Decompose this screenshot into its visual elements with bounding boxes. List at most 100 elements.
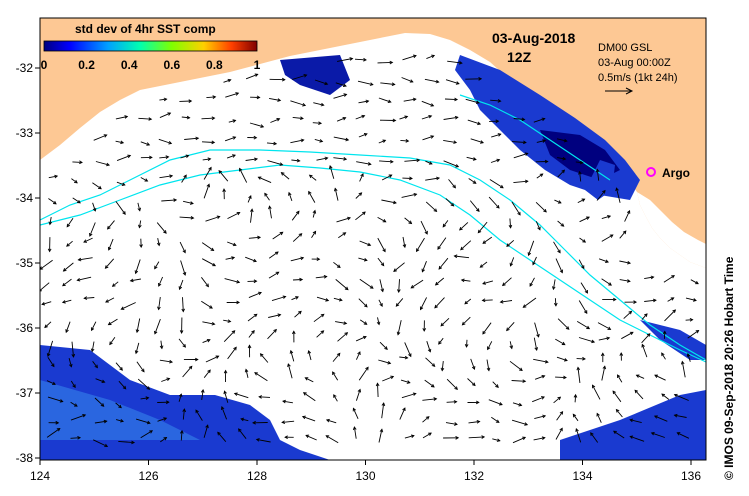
- current-arrow-head: [478, 77, 483, 81]
- current-arrow: [616, 187, 621, 203]
- current-arrow-head: [280, 171, 285, 176]
- current-arrow-head: [482, 240, 487, 244]
- current-arrow-head: [506, 243, 510, 247]
- current-arrow: [223, 330, 236, 343]
- current-arrow-head: [650, 275, 655, 280]
- current-arrow: [245, 256, 257, 262]
- current-arrow-head: [167, 112, 172, 116]
- current-arrow: [575, 428, 582, 443]
- current-arrow: [178, 338, 186, 348]
- current-arrow: [462, 316, 471, 326]
- current-arrow-head: [481, 298, 486, 303]
- current-arrow: [601, 215, 611, 220]
- current-arrow: [181, 116, 190, 119]
- current-arrow: [352, 408, 359, 419]
- current-arrow: [223, 79, 231, 83]
- current-arrow: [491, 133, 501, 138]
- current-arrow-head: [109, 341, 113, 346]
- current-arrow-head: [319, 139, 324, 143]
- current-arrow-head: [287, 363, 291, 368]
- current-arrow-head: [343, 321, 348, 325]
- current-arrow-head: [131, 440, 136, 445]
- current-arrow: [239, 168, 248, 183]
- current-arrow-head: [328, 164, 333, 170]
- current-arrow: [202, 339, 211, 344]
- current-arrow-head: [347, 216, 351, 221]
- current-arrow: [435, 277, 445, 286]
- current-arrow: [601, 234, 614, 242]
- current-arrow: [68, 357, 72, 367]
- current-arrow-head: [536, 333, 540, 338]
- current-arrow: [404, 159, 420, 162]
- current-arrow-head: [583, 310, 588, 314]
- current-arrow: [108, 238, 114, 251]
- current-arrow-head: [557, 200, 562, 204]
- current-arrow-head: [165, 400, 170, 405]
- current-arrow-head: [576, 366, 581, 371]
- current-arrow-head: [367, 242, 372, 247]
- current-arrow: [357, 80, 373, 86]
- current-arrow-head: [305, 434, 310, 438]
- current-arrow-head: [499, 299, 504, 304]
- current-arrow: [580, 282, 588, 294]
- current-arrow: [556, 138, 567, 142]
- current-arrow-head: [231, 330, 236, 334]
- current-arrow-head: [393, 200, 397, 205]
- current-arrow: [355, 192, 362, 199]
- current-arrow: [282, 400, 293, 404]
- current-arrow-head: [419, 306, 424, 311]
- current-arrow-head: [59, 399, 64, 403]
- current-arrow-head: [454, 115, 459, 120]
- current-arrow-head: [307, 349, 312, 354]
- legend-model: DM00 GSL: [598, 42, 652, 54]
- current-arrow-head: [273, 141, 278, 146]
- current-arrow: [598, 258, 609, 263]
- current-arrow-head: [519, 367, 523, 372]
- current-arrow: [377, 61, 393, 64]
- current-arrow-head: [509, 345, 514, 350]
- current-arrow: [115, 201, 126, 215]
- current-arrow: [619, 230, 627, 239]
- current-arrow: [532, 396, 545, 403]
- current-arrow-head: [227, 319, 232, 323]
- current-arrow: [555, 428, 563, 440]
- current-arrow: [201, 300, 213, 309]
- current-arrow: [377, 217, 386, 223]
- current-arrow-head: [551, 286, 556, 291]
- current-arrow: [93, 439, 108, 447]
- current-arrow: [623, 311, 632, 319]
- current-arrow-head: [127, 154, 132, 159]
- current-arrow-head: [195, 136, 200, 141]
- current-arrow: [535, 221, 541, 230]
- current-arrow-head: [120, 306, 125, 310]
- current-arrow: [240, 418, 249, 422]
- current-arrow: [444, 98, 458, 101]
- current-arrow-head: [54, 174, 59, 179]
- current-arrow: [308, 350, 312, 361]
- current-arrow-head: [595, 168, 600, 173]
- current-arrow-head: [209, 305, 213, 309]
- current-arrow: [338, 232, 346, 239]
- current-arrow: [181, 174, 187, 183]
- current-arrow-head: [387, 99, 392, 104]
- current-arrow-head: [612, 297, 617, 302]
- current-arrow-head: [521, 117, 526, 122]
- current-arrow-head: [232, 119, 237, 123]
- current-arrow: [105, 297, 115, 303]
- current-arrow-head: [77, 257, 82, 262]
- current-arrow-head: [101, 379, 106, 384]
- current-arrow: [438, 337, 444, 345]
- current-arrow-head: [181, 308, 186, 313]
- current-arrow: [269, 97, 281, 101]
- current-arrow: [179, 216, 194, 219]
- current-arrow: [577, 198, 585, 204]
- current-arrow: [634, 389, 644, 400]
- current-arrow-head: [671, 275, 676, 279]
- current-arrow: [95, 161, 110, 166]
- current-arrow-head: [264, 192, 268, 197]
- current-arrow: [466, 156, 477, 160]
- current-arrow-head: [438, 340, 442, 345]
- current-arrow-head: [208, 166, 212, 171]
- current-arrow-head: [288, 191, 292, 196]
- current-arrow-head: [644, 313, 648, 317]
